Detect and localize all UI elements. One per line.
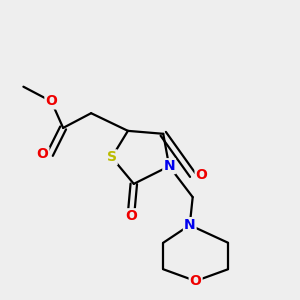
Text: O: O: [45, 94, 57, 108]
Text: O: O: [190, 274, 202, 288]
Text: O: O: [125, 209, 137, 223]
Text: N: N: [163, 159, 175, 173]
Text: O: O: [37, 147, 49, 161]
Text: N: N: [184, 218, 196, 232]
Text: S: S: [107, 150, 117, 164]
Text: O: O: [196, 168, 208, 182]
